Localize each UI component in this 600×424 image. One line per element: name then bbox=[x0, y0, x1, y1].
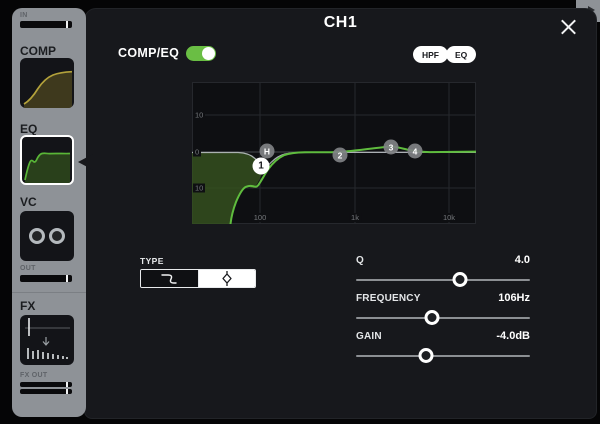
y-axis-tick: 10 bbox=[193, 183, 206, 193]
sidebar-item-eq-label: EQ bbox=[20, 122, 38, 136]
x-axis-tick: 1k bbox=[349, 213, 361, 222]
meter-tick bbox=[65, 275, 68, 282]
frequency-slider-value: 106Hz bbox=[498, 292, 530, 304]
sidebar-divider bbox=[12, 292, 86, 293]
comp-eq-toggle-label: COMP/EQ bbox=[118, 46, 180, 60]
y-axis-tick: 10 bbox=[193, 110, 206, 120]
channel-rack-sidebar: IN COMP EQ VC OUT FX bbox=[12, 8, 86, 417]
q-slider-label: Q bbox=[356, 255, 364, 266]
knobs-icon bbox=[29, 228, 65, 244]
sidebar-item-vc[interactable] bbox=[20, 211, 74, 261]
in-meter bbox=[20, 21, 72, 28]
q-slider-row: Q 4.0 bbox=[356, 254, 530, 287]
frequency-slider[interactable] bbox=[356, 310, 530, 325]
fx-out-meter-label: FX OUT bbox=[20, 372, 48, 379]
y-axis-tick: 0 bbox=[193, 147, 202, 157]
frequency-slider-label: FREQUENCY bbox=[356, 293, 421, 304]
eq-band-marker-3[interactable]: 3 bbox=[383, 139, 399, 155]
frequency-slider-handle[interactable] bbox=[424, 310, 440, 325]
sidebar-item-eq[interactable] bbox=[20, 135, 74, 185]
sidebar-item-vc-label: VC bbox=[20, 195, 37, 209]
eq-response-graph[interactable]: 10 0 10 100 1k 10k H 2 3 4 1 bbox=[192, 82, 476, 224]
gain-slider-value: -4.0dB bbox=[496, 330, 530, 342]
peak-filter-icon bbox=[222, 271, 232, 286]
eq-band-marker-1-selected[interactable]: 1 bbox=[252, 157, 270, 175]
gain-slider-label: GAIN bbox=[356, 331, 382, 342]
meter-tick bbox=[65, 382, 68, 387]
eq-curve-icon bbox=[24, 152, 71, 183]
x-axis-tick: 100 bbox=[251, 213, 269, 222]
meter-tick bbox=[65, 21, 68, 28]
q-slider[interactable] bbox=[356, 272, 530, 287]
type-option-shelf[interactable] bbox=[141, 270, 199, 287]
filter-type-selector bbox=[140, 269, 256, 288]
comp-curve-icon bbox=[23, 70, 73, 108]
sidebar-item-comp-label: COMP bbox=[20, 44, 56, 58]
gain-slider-row: GAIN -4.0dB bbox=[356, 330, 530, 363]
fx-decay-icon bbox=[25, 318, 70, 359]
fx-out-meter-2 bbox=[20, 389, 72, 394]
type-option-peak[interactable] bbox=[198, 270, 255, 287]
meter-tick bbox=[65, 389, 68, 394]
gain-slider-handle[interactable] bbox=[418, 348, 434, 363]
close-icon[interactable] bbox=[557, 15, 581, 39]
gain-slider[interactable] bbox=[356, 348, 530, 363]
comp-eq-toggle[interactable] bbox=[186, 46, 216, 61]
q-slider-handle[interactable] bbox=[452, 272, 468, 287]
selected-item-pointer bbox=[78, 154, 93, 170]
sidebar-item-fx[interactable] bbox=[20, 315, 74, 365]
fx-out-meter-1 bbox=[20, 382, 72, 387]
eq-band-marker-2[interactable]: 2 bbox=[332, 147, 348, 163]
toggle-knob-icon bbox=[202, 47, 215, 60]
out-meter bbox=[20, 275, 72, 282]
frequency-slider-row: FREQUENCY 106Hz bbox=[356, 292, 530, 325]
in-meter-label: IN bbox=[20, 12, 28, 19]
sidebar-item-comp[interactable] bbox=[20, 58, 74, 108]
type-selector-label: TYPE bbox=[140, 256, 164, 266]
page-title: CH1 bbox=[323, 14, 358, 31]
x-axis-tick: 10k bbox=[440, 213, 458, 222]
eq-fill-area bbox=[192, 152, 264, 224]
shelf-filter-icon bbox=[161, 273, 177, 284]
out-meter-label: OUT bbox=[20, 265, 36, 272]
sidebar-item-fx-label: FX bbox=[20, 299, 36, 313]
q-slider-value: 4.0 bbox=[514, 254, 530, 266]
eq-button[interactable]: EQ bbox=[446, 46, 477, 63]
hpf-button[interactable]: HPF bbox=[413, 46, 448, 63]
eq-band-marker-hpf[interactable]: H bbox=[259, 143, 275, 159]
eq-band-marker-4[interactable]: 4 bbox=[407, 143, 423, 159]
